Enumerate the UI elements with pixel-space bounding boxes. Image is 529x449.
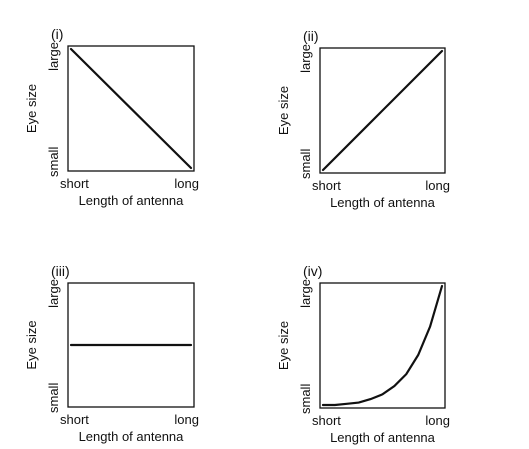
x-tick-label: short [60, 412, 89, 427]
y-tick-label: small [298, 384, 313, 414]
plot-frame [67, 45, 195, 172]
x-tick-label: short [312, 413, 341, 428]
y-axis-label: Eye size [24, 84, 39, 133]
series-line [321, 284, 444, 407]
x-tick-label: long [174, 412, 199, 427]
y-axis-label: Eye size [24, 320, 39, 369]
chart-panel: (iv) short long Length of antenna small large… [276, 263, 450, 445]
x-axis-label: Length of antenna [79, 429, 185, 444]
plot-frame [319, 282, 446, 409]
panel-label: (iv) [303, 263, 322, 279]
plot-frame [319, 47, 446, 174]
x-tick-label: long [174, 176, 199, 191]
series-line [69, 47, 193, 170]
chart-panel: (iii) short long Length of antenna small larg… [24, 263, 199, 444]
x-axis-label: Length of antenna [330, 430, 436, 445]
y-axis-label: Eye size [276, 86, 291, 135]
y-axis-label: Eye size [276, 321, 291, 370]
x-tick-label: long [425, 178, 450, 193]
y-tick-label: large [298, 279, 313, 308]
x-tick-label: long [425, 413, 450, 428]
panel-label: (i) [51, 26, 63, 42]
x-tick-label: short [312, 178, 341, 193]
chart-panel: (ii) short long Length of antenna small large… [276, 28, 450, 210]
series-line [321, 49, 444, 172]
chart-panel: (i) short long Length of antenna small large E… [24, 26, 199, 208]
panel-label: (iii) [51, 263, 70, 279]
x-axis-label: Length of antenna [79, 193, 185, 208]
x-axis-label: Length of antenna [330, 195, 436, 210]
y-tick-label: small [46, 383, 61, 413]
y-tick-label: large [46, 42, 61, 71]
y-tick-label: small [46, 147, 61, 177]
panel-label: (ii) [303, 28, 319, 44]
y-tick-label: large [46, 279, 61, 308]
plot-frame [67, 282, 195, 408]
x-tick-label: short [60, 176, 89, 191]
y-tick-label: large [298, 44, 313, 73]
y-tick-label: small [298, 149, 313, 179]
